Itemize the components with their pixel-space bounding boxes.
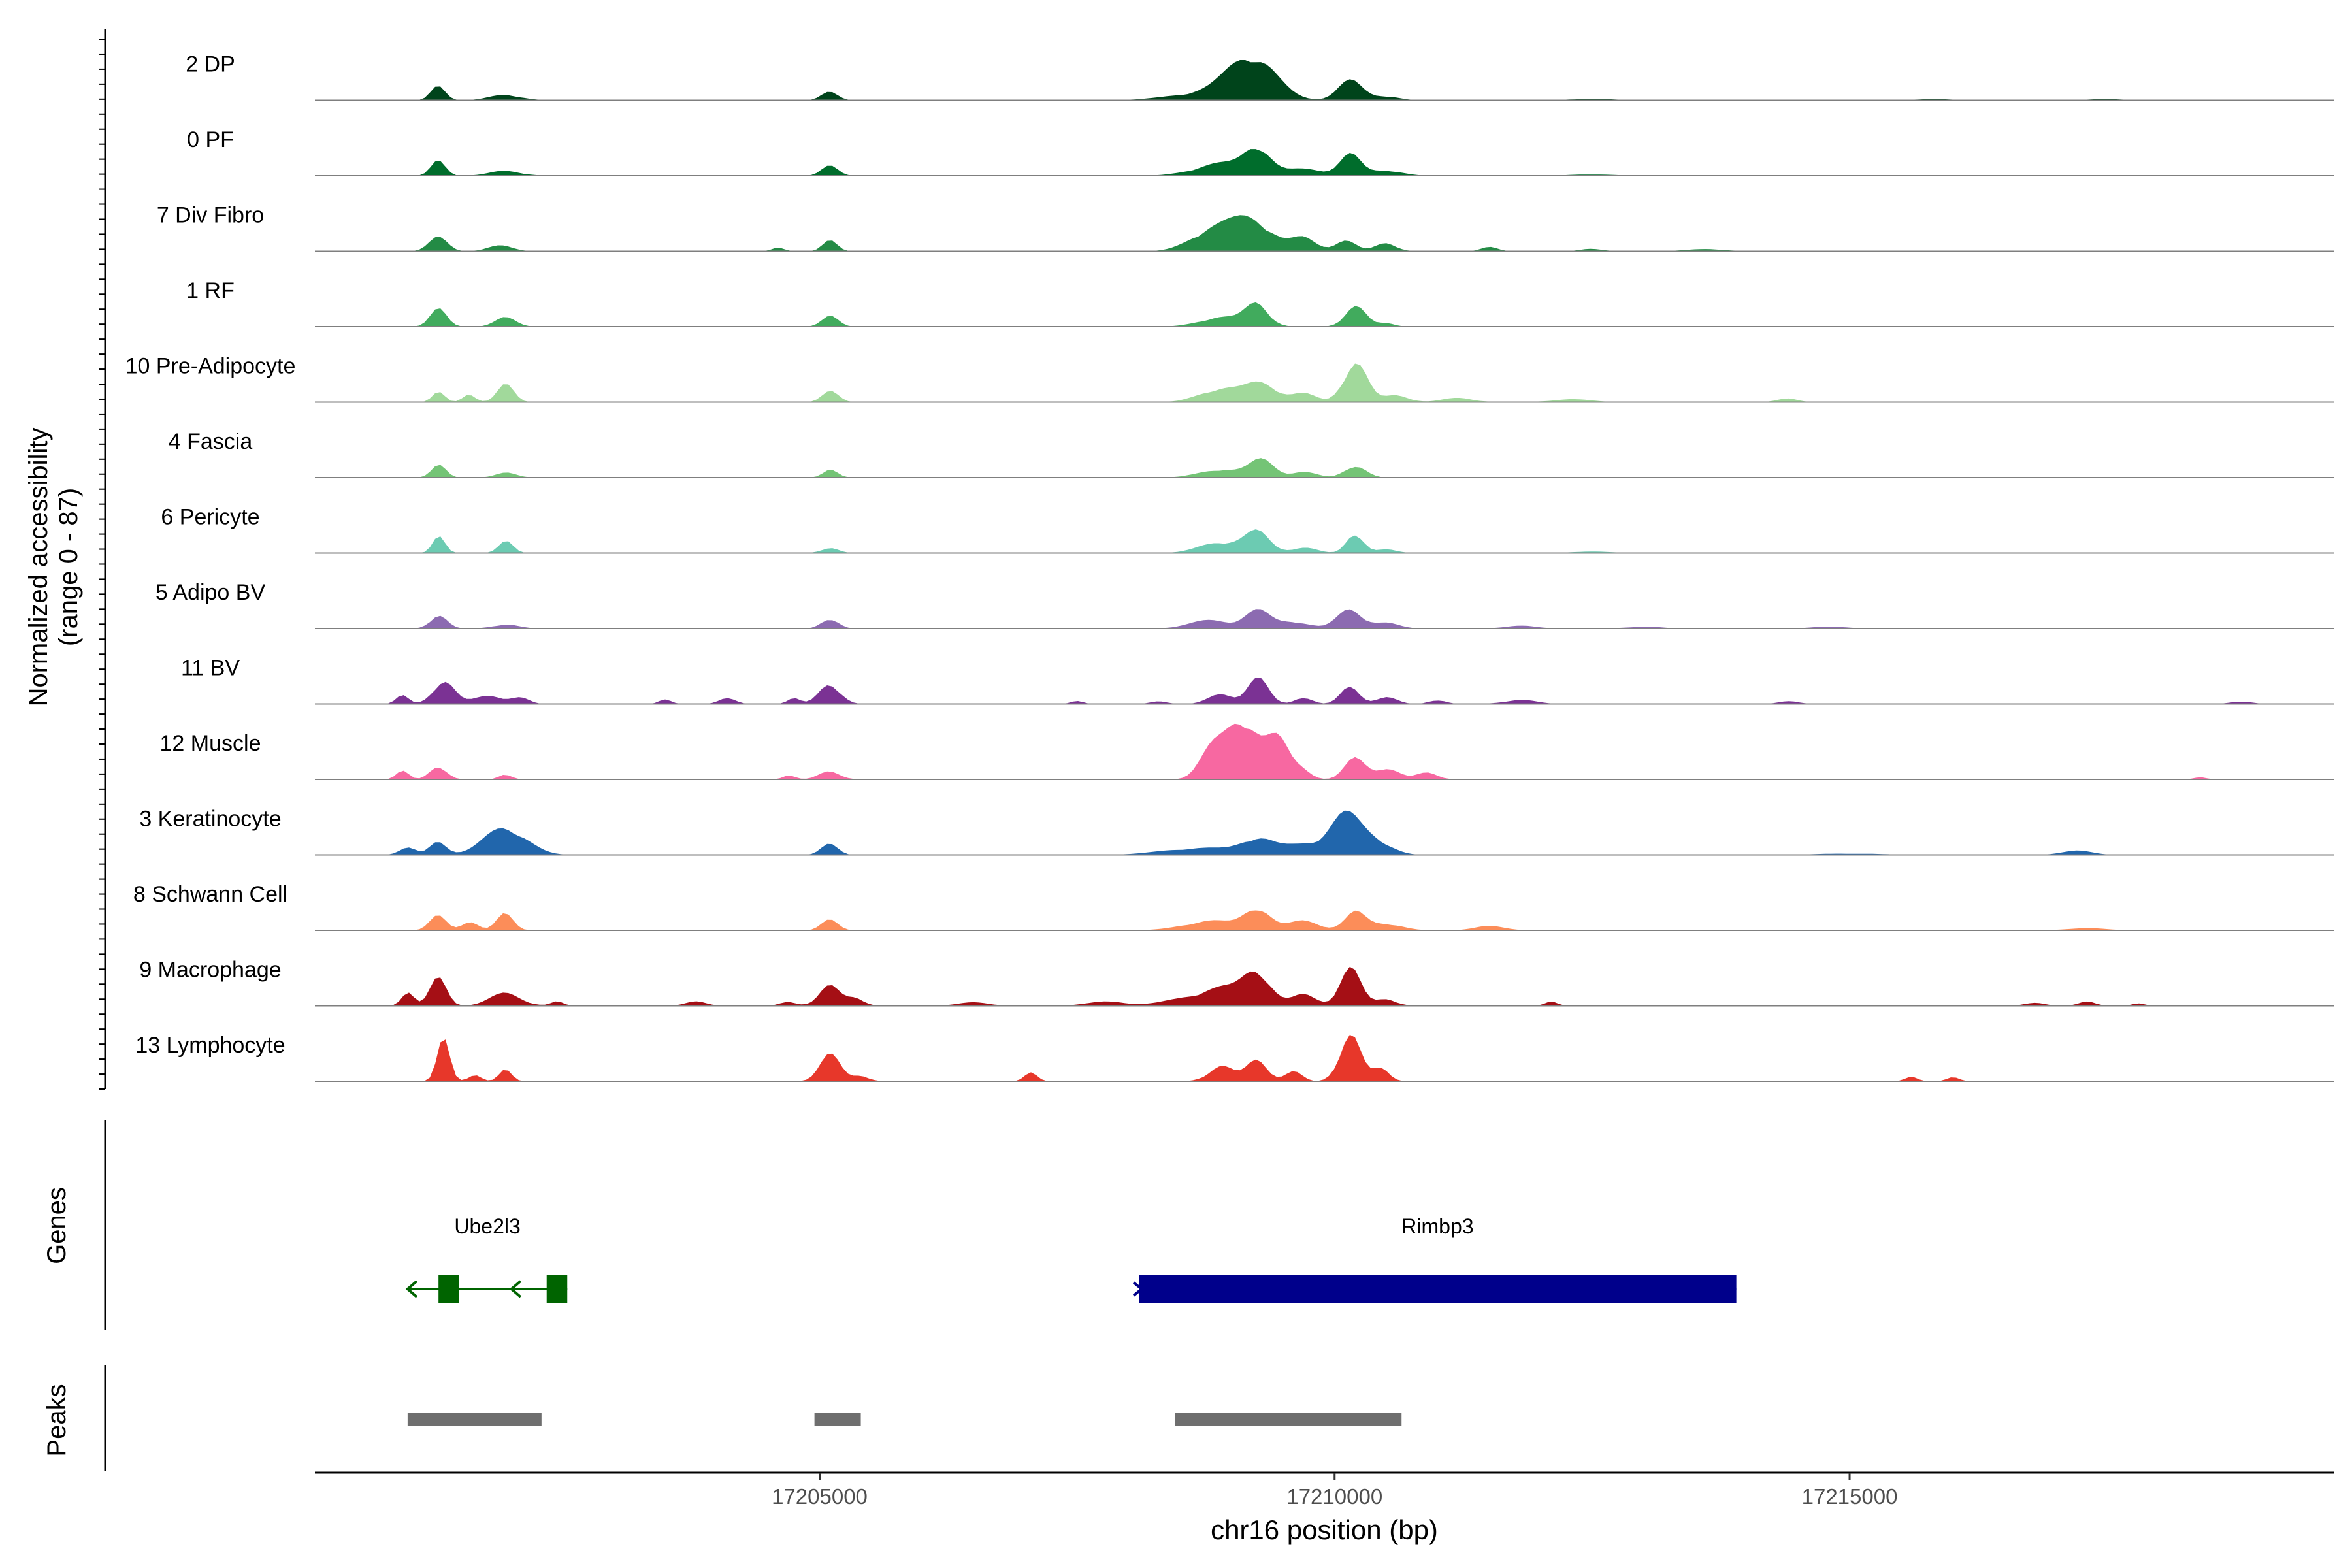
track-label: 3 Keratinocyte bbox=[139, 807, 281, 832]
coverage-area bbox=[315, 302, 2334, 327]
track-label: 8 Schwann Cell bbox=[133, 882, 287, 907]
track-label: 9 Macrophage bbox=[139, 958, 281, 983]
peaks-panel-label: Peaks bbox=[42, 1384, 71, 1456]
track-label: 10 Pre-Adipocyte bbox=[125, 354, 296, 379]
coverage-area bbox=[315, 810, 2334, 855]
y-axis-label-line1: Normalized accessibility bbox=[24, 428, 53, 707]
coverage-area bbox=[315, 529, 2334, 553]
coverage-area bbox=[315, 149, 2334, 176]
x-tick-label: 17210000 bbox=[1286, 1484, 1382, 1509]
x-axis-title: chr16 position (bp) bbox=[1211, 1514, 1438, 1545]
peak-region bbox=[814, 1413, 861, 1426]
genes-panel-label: Genes bbox=[42, 1187, 71, 1264]
strand-arrow bbox=[1132, 1281, 1144, 1297]
track-label: 4 Fascia bbox=[169, 429, 253, 454]
genes-panel: Ube2l3 Rimbp3 bbox=[104, 1120, 1737, 1330]
x-axis: 17205000 17210000 17215000 bbox=[315, 1471, 2334, 1509]
peak-region bbox=[407, 1413, 542, 1426]
track-label: 1 RF bbox=[186, 278, 235, 303]
peak-region bbox=[1175, 1413, 1402, 1426]
coverage-area bbox=[315, 910, 2334, 930]
strand-arrow bbox=[509, 1280, 522, 1298]
peaks-panel bbox=[104, 1365, 1402, 1471]
gene-exon bbox=[438, 1275, 459, 1303]
track-label: 0 PF bbox=[187, 127, 234, 152]
track-label: 6 Pericyte bbox=[161, 505, 259, 530]
track-label: 11 BV bbox=[181, 656, 240, 681]
coverage-area bbox=[315, 458, 2334, 478]
coverage-area bbox=[315, 723, 2334, 779]
gene-name-label: Rimbp3 bbox=[1401, 1215, 1473, 1238]
y-axis-label-line2: (range 0 - 87) bbox=[54, 488, 83, 646]
strand-arrow bbox=[405, 1280, 418, 1298]
coverage-area bbox=[315, 1034, 2334, 1081]
coverage-panel: 2 DP 0 PF 7 Div Fibro 1 RF 10 Pre-Adipocyte 4… bbox=[99, 29, 2334, 1090]
coverage-area bbox=[315, 609, 2334, 629]
track-label: 5 Adipo BV bbox=[155, 580, 266, 605]
coverage-area bbox=[315, 215, 2334, 252]
track-label: 13 Lymphocyte bbox=[135, 1033, 285, 1058]
track-label: 7 Div Fibro bbox=[157, 203, 264, 228]
x-tick-label: 17215000 bbox=[1802, 1484, 1898, 1509]
track-label: 12 Muscle bbox=[160, 731, 261, 756]
x-tick-label: 17205000 bbox=[772, 1484, 868, 1509]
gene-exon bbox=[546, 1275, 568, 1303]
track-label: 2 DP bbox=[186, 52, 235, 77]
coverage-area bbox=[315, 363, 2334, 402]
gene-exon bbox=[1139, 1275, 1737, 1303]
coverage-area bbox=[315, 60, 2334, 101]
coverage-area bbox=[315, 966, 2334, 1006]
coverage-area bbox=[315, 677, 2334, 704]
gene-name-label: Ube2l3 bbox=[454, 1215, 520, 1238]
